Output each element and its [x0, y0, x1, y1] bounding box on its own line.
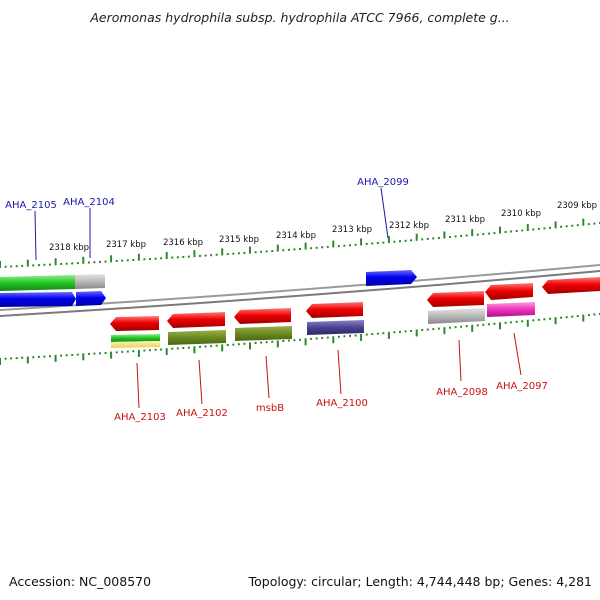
gene-feature-msbb-cog[interactable] — [235, 326, 292, 341]
label-leader — [265, 355, 270, 399]
gene-feature-edge[interactable] — [542, 277, 600, 294]
gene-feature-aha-2097[interactable] — [485, 283, 533, 300]
kbp-tick-label: 2310 kbp — [501, 209, 541, 219]
gene-feature-aha-2102[interactable] — [167, 312, 225, 328]
kbp-tick-label: 2312 kbp — [389, 221, 429, 231]
kbp-tick-label: 2311 kbp — [445, 215, 485, 225]
gene-feature-aha-2098-cog[interactable] — [428, 308, 485, 324]
gene-feature-aha-2100-cog[interactable] — [307, 320, 364, 335]
gene-feature-aha-2102-cog[interactable] — [168, 330, 226, 345]
forward-gene-labels: AHA_2105 AHA_2104 AHA_2099 — [5, 177, 409, 261]
reverse-gene-labels: AHA_2103 AHA_2102 msbB AHA_2100 AHA_2098… — [114, 332, 548, 423]
map-title: Aeromonas hydrophila subsp. hydrophila A… — [89, 10, 509, 25]
gene-feature-aha-2100[interactable] — [306, 302, 363, 318]
label-leader — [458, 339, 462, 382]
kbp-tick-label: 2314 kbp — [276, 231, 316, 241]
label-leader — [337, 349, 342, 395]
gene-label-aha-2102[interactable]: AHA_2102 — [176, 408, 228, 419]
gene-feature-msbb[interactable] — [234, 308, 291, 324]
label-leader — [34, 210, 37, 261]
kbp-tick-label: 2318 kbp — [49, 243, 89, 253]
gene-label-aha-2100[interactable]: AHA_2100 — [316, 398, 368, 409]
inner-tick-track — [0, 313, 600, 365]
kbp-tick-label: 2315 kbp — [219, 235, 259, 245]
accession-text: Accession: NC_008570 — [9, 574, 151, 589]
kbp-tick-label: 2317 kbp — [106, 240, 146, 250]
gene-label-aha-2104[interactable]: AHA_2104 — [63, 197, 115, 208]
forward-strand-features — [0, 270, 417, 307]
genome-summary-text: Topology: circular; Length: 4,744,448 bp… — [248, 574, 592, 589]
gene-label-aha-2097[interactable]: AHA_2097 — [496, 381, 548, 392]
label-leader — [513, 332, 522, 376]
gene-feature-aha-2104[interactable] — [76, 291, 106, 306]
kbp-tick-label: 2309 kbp — [557, 201, 597, 211]
gene-feature-aha-2098[interactable] — [427, 291, 484, 307]
kbp-scale: 2309 kbp 2310 kbp 2311 kbp 2312 kbp 2313… — [49, 201, 597, 253]
kbp-tick-label: 2313 kbp — [332, 225, 372, 235]
gene-label-aha-2105[interactable]: AHA_2105 — [5, 200, 57, 211]
kbp-tick-label: 2316 kbp — [163, 238, 203, 248]
gene-label-aha-2099[interactable]: AHA_2099 — [357, 177, 409, 188]
gene-feature-aha-2103-cog[interactable] — [111, 334, 160, 342]
gene-feature-aha-2097-cog[interactable] — [487, 302, 535, 317]
label-leader — [198, 359, 203, 405]
gene-label-aha-2103[interactable]: AHA_2103 — [114, 412, 166, 423]
outer-tick-track — [0, 218, 600, 268]
gene-label-aha-2098[interactable]: AHA_2098 — [436, 387, 488, 398]
gene-label-msbb[interactable]: msbB — [256, 403, 284, 414]
label-leader — [136, 362, 140, 409]
gene-feature-aha-2104-cog[interactable] — [75, 274, 105, 289]
gene-feature-aha-2105[interactable] — [0, 292, 76, 307]
label-leader — [380, 187, 389, 239]
gene-feature-aha-2099[interactable] — [366, 270, 417, 286]
gene-feature-aha-2105-cog[interactable] — [0, 275, 75, 291]
gene-feature-aha-2103-cog-2[interactable] — [111, 341, 160, 348]
gene-feature-aha-2103[interactable] — [110, 316, 159, 331]
reverse-strand-features — [110, 277, 600, 348]
